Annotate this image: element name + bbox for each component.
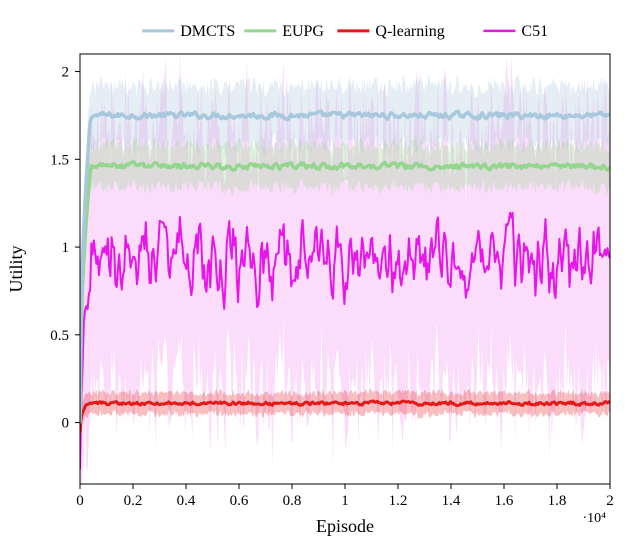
x-axis-label: Episode <box>316 516 374 536</box>
x-tick-label: 1.2 <box>389 493 408 509</box>
legend-label: DMCTS <box>180 23 235 40</box>
x-tick-label: 0.2 <box>124 493 143 509</box>
y-axis-label: Utility <box>6 245 26 292</box>
legend-label: EUPG <box>282 23 324 40</box>
x-scale-exponent: ·10⁴ <box>582 511 606 526</box>
y-tick-label: 1.5 <box>50 152 69 168</box>
x-tick-label: 0.8 <box>283 493 302 509</box>
x-tick-label: 1.4 <box>442 493 461 509</box>
x-tick-label: 1.6 <box>495 493 514 509</box>
legend-label: C51 <box>521 23 548 40</box>
x-tick-label: 2 <box>606 493 614 509</box>
y-tick-label: 0.5 <box>50 328 69 344</box>
x-tick-label: 0.4 <box>177 493 196 509</box>
chart-svg: 00.20.40.60.811.21.41.61.8200.511.52·10⁴… <box>0 0 640 555</box>
y-tick-label: 1 <box>62 240 70 256</box>
x-tick-label: 0.6 <box>230 493 249 509</box>
legend-label: Q-learning <box>375 23 444 40</box>
utility-vs-episode-chart: 00.20.40.60.811.21.41.61.8200.511.52·10⁴… <box>0 0 640 555</box>
x-tick-label: 1.8 <box>548 493 567 509</box>
x-tick-label: 0 <box>76 493 84 509</box>
x-tick-label: 1 <box>341 493 349 509</box>
y-tick-label: 0 <box>62 416 70 432</box>
y-tick-label: 2 <box>62 65 70 81</box>
